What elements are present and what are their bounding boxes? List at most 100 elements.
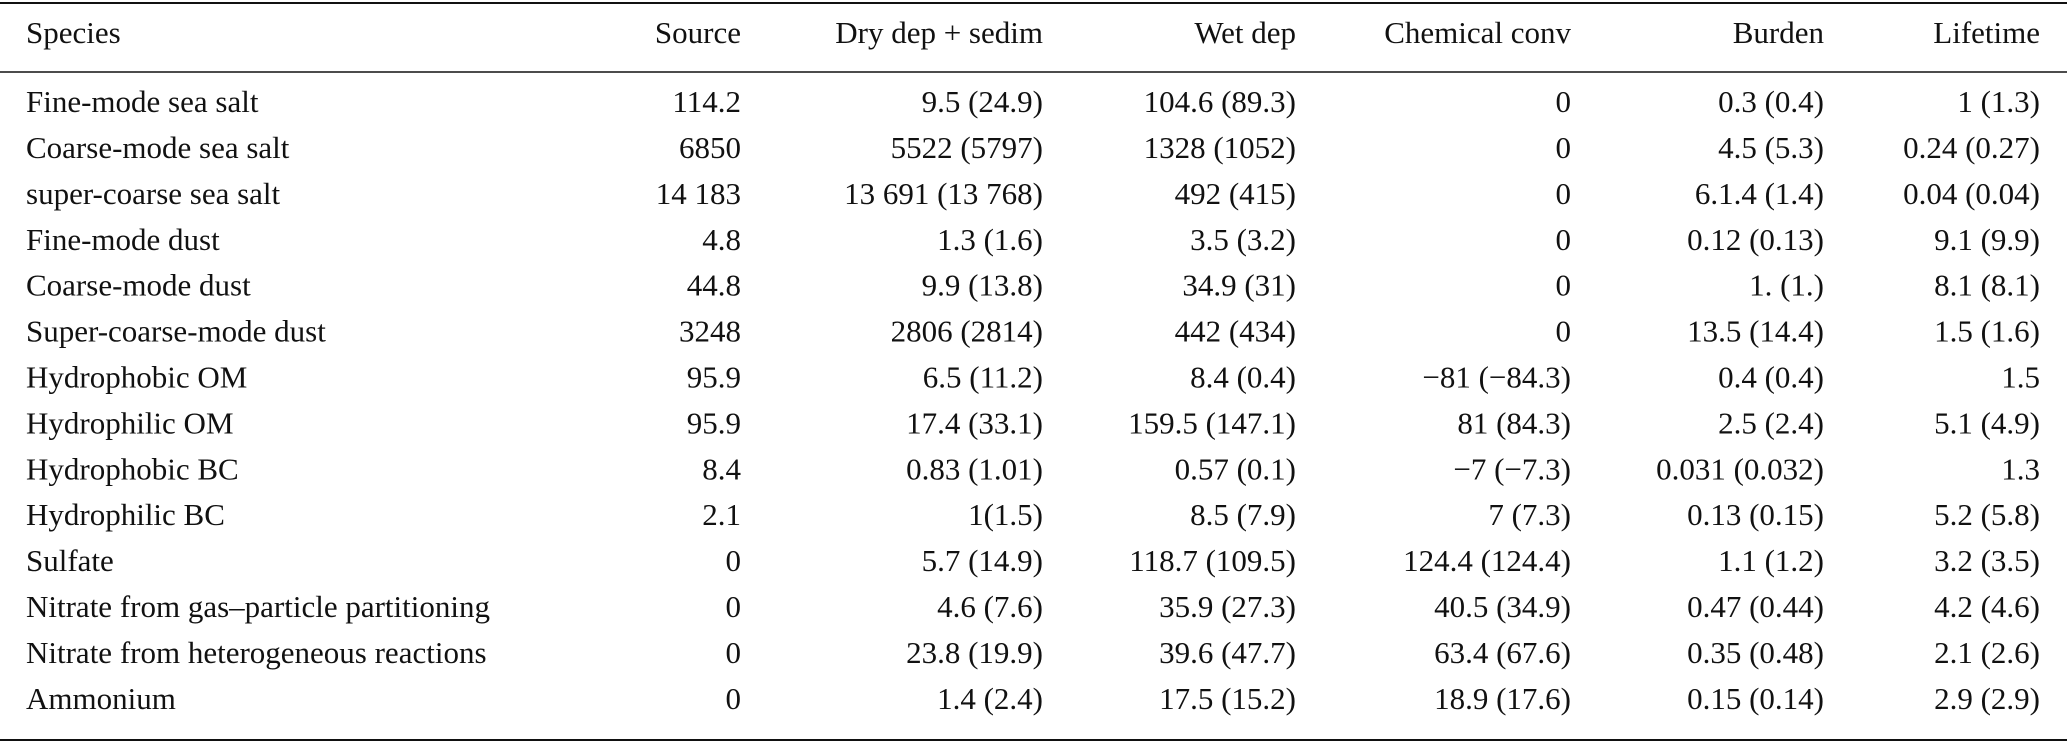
cell: 34.9 (31): [1182, 268, 1296, 303]
cell: 0.83 (1.01): [906, 451, 1043, 486]
cell: 9.5 (24.9): [922, 84, 1043, 119]
cell: 44.8: [687, 268, 741, 303]
column-header: Species: [26, 15, 121, 50]
row-label: Nitrate from gas–particle partitioning: [26, 589, 490, 624]
cell: 0: [726, 635, 742, 670]
cell: 2.1: [702, 497, 741, 532]
cell: 0.24 (0.27): [1903, 130, 2040, 165]
cell: −7 (−7.3): [1453, 451, 1571, 486]
cell: 159.5 (147.1): [1128, 405, 1296, 440]
cell: 6850: [679, 130, 741, 165]
column-header: Burden: [1733, 15, 1825, 50]
cell: 3.5 (3.2): [1190, 222, 1296, 257]
cell: 23.8 (19.9): [906, 635, 1043, 670]
cell: 0: [1556, 130, 1572, 165]
cell: 95.9: [687, 360, 741, 395]
cell: 4.8: [702, 222, 741, 257]
cell: 0.12 (0.13): [1687, 222, 1824, 257]
cell: 17.5 (15.2): [1159, 681, 1296, 716]
cell: 0.57 (0.1): [1175, 451, 1296, 486]
cell: 14 183: [656, 176, 741, 211]
cell: 8.4 (0.4): [1190, 360, 1296, 395]
cell: 0: [726, 589, 742, 624]
cell: 118.7 (109.5): [1129, 543, 1296, 578]
column-header: Dry dep + sedim: [835, 15, 1043, 50]
column-header: Lifetime: [1933, 15, 2040, 50]
row-label: Hydrophobic OM: [26, 360, 247, 395]
cell: 2806 (2814): [891, 314, 1043, 349]
cell: 63.4 (67.6): [1434, 635, 1571, 670]
column-header: Source: [655, 15, 741, 50]
cell: 81 (84.3): [1457, 405, 1571, 440]
row-label: super-coarse sea salt: [26, 176, 281, 211]
cell: 114.2: [672, 84, 741, 119]
cell: 0.04 (0.04): [1903, 176, 2040, 211]
row-label: Super-coarse-mode dust: [26, 314, 326, 349]
row-label: Coarse-mode sea salt: [26, 130, 290, 165]
cell: 4.2 (4.6): [1934, 589, 2040, 624]
cell: 0: [1556, 176, 1572, 211]
row-label: Ammonium: [26, 681, 176, 716]
cell: 1 (1.3): [1957, 84, 2040, 119]
cell: 1(1.5): [968, 497, 1043, 532]
cell: 1.5: [2001, 360, 2040, 395]
cell: 7 (7.3): [1488, 497, 1571, 532]
cell: 6.5 (11.2): [923, 360, 1043, 395]
cell: 39.6 (47.7): [1159, 635, 1296, 670]
row-label: Sulfate: [26, 543, 114, 578]
row-label: Fine-mode sea salt: [26, 84, 259, 119]
cell: 2.5 (2.4): [1718, 405, 1824, 440]
cell: 1.3: [2001, 451, 2040, 486]
cell: 104.6 (89.3): [1144, 84, 1296, 119]
cell: 0: [1556, 84, 1572, 119]
cell: 0.13 (0.15): [1687, 497, 1824, 532]
cell: 18.9 (17.6): [1434, 681, 1571, 716]
cell: 1.1 (1.2): [1718, 543, 1824, 578]
cell: 17.4 (33.1): [906, 405, 1043, 440]
cell: 1328 (1052): [1144, 130, 1296, 165]
row-label: Nitrate from heterogeneous reactions: [26, 635, 487, 670]
cell: 442 (434): [1175, 314, 1296, 349]
cell: 1. (1.): [1749, 268, 1824, 303]
row-label: Fine-mode dust: [26, 222, 220, 257]
cell: 35.9 (27.3): [1159, 589, 1296, 624]
cell: 4.5 (5.3): [1718, 130, 1824, 165]
row-label: Hydrophilic OM: [26, 405, 234, 440]
cell: 0: [1556, 314, 1572, 349]
cell: −81 (−84.3): [1422, 360, 1571, 395]
column-header: Wet dep: [1194, 15, 1296, 50]
cell: 9.9 (13.8): [922, 268, 1043, 303]
cell: 0: [1556, 222, 1572, 257]
cell: 3.2 (3.5): [1934, 543, 2040, 578]
cell: 8.1 (8.1): [1934, 268, 2040, 303]
row-label: Coarse-mode dust: [26, 268, 251, 303]
cell: 492 (415): [1175, 176, 1296, 211]
cell: 13 691 (13 768): [844, 176, 1043, 211]
cell: 0.47 (0.44): [1687, 589, 1824, 624]
cell: 1.5 (1.6): [1934, 314, 2040, 349]
cell: 8.4: [702, 451, 741, 486]
column-header: Chemical conv: [1384, 15, 1571, 50]
cell: 0.3 (0.4): [1718, 84, 1824, 119]
row-label: Hydrophobic BC: [26, 451, 239, 486]
cell: 1.3 (1.6): [937, 222, 1043, 257]
cell: 2.1 (2.6): [1934, 635, 2040, 670]
cell: 0: [726, 681, 742, 716]
cell: 9.1 (9.9): [1934, 222, 2040, 257]
cell: 6.1.4 (1.4): [1695, 176, 1824, 211]
cell: 0.4 (0.4): [1718, 360, 1824, 395]
cell: 0.031 (0.032): [1656, 451, 1824, 486]
cell: 0.15 (0.14): [1687, 681, 1824, 716]
cell: 13.5 (14.4): [1687, 314, 1824, 349]
cell: 2.9 (2.9): [1934, 681, 2040, 716]
cell: 5522 (5797): [891, 130, 1043, 165]
cell: 0: [726, 543, 742, 578]
cell: 40.5 (34.9): [1434, 589, 1571, 624]
cell: 0: [1556, 268, 1572, 303]
cell: 124.4 (124.4): [1403, 543, 1571, 578]
cell: 8.5 (7.9): [1190, 497, 1296, 532]
cell: 5.1 (4.9): [1934, 405, 2040, 440]
cell: 95.9: [687, 405, 741, 440]
cell: 3248: [679, 314, 741, 349]
